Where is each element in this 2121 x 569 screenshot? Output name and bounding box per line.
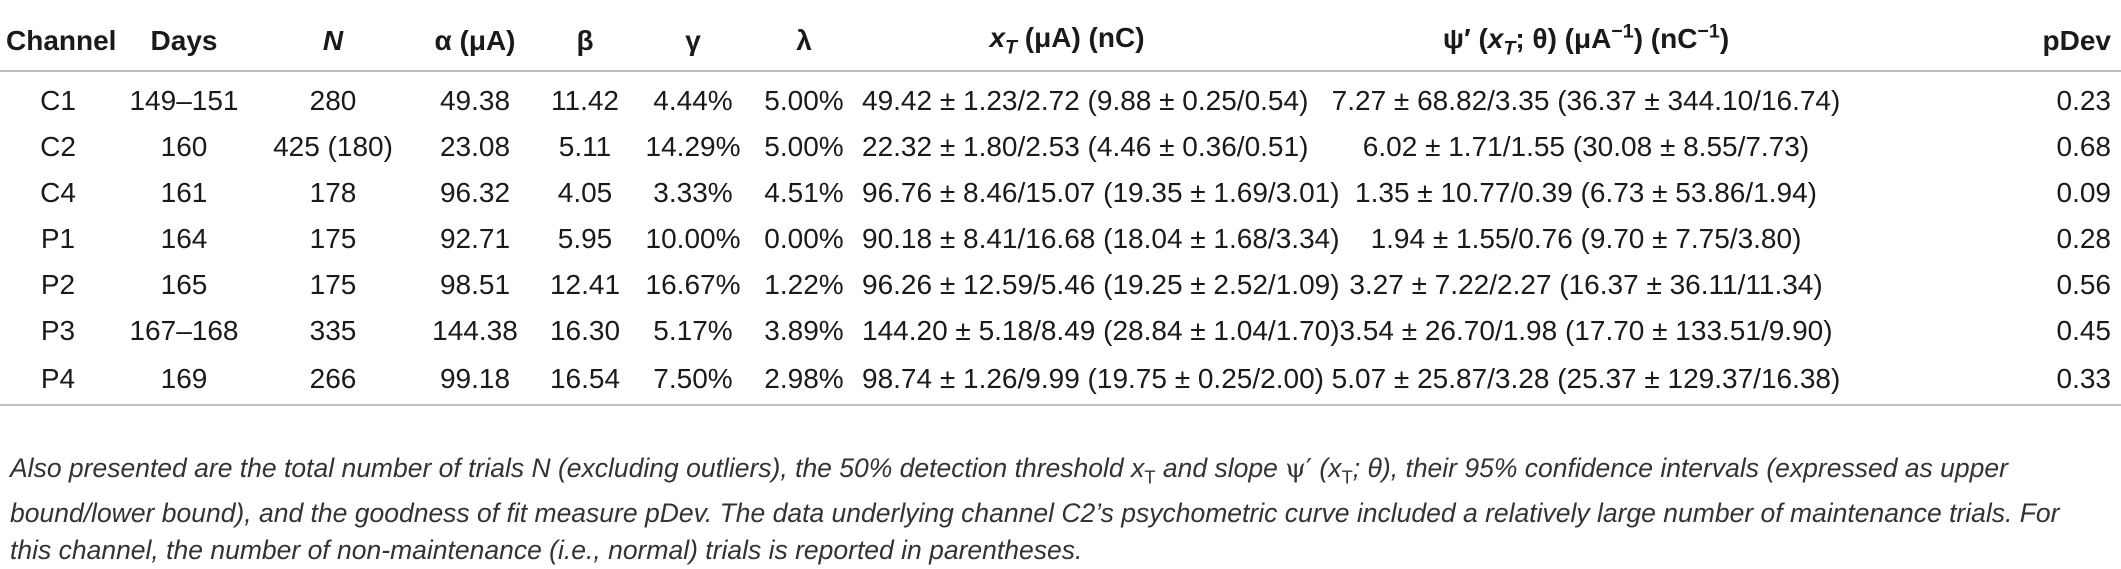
cell-days: 161 [160, 177, 208, 208]
cell-psi: 1.35 ± 10.77/0.39 (6.73 ± 53.86/1.94) [1355, 177, 1817, 208]
header-lambda: λ [752, 12, 856, 72]
cell-xt: 49.42 ± 1.23/2.72 (9.88 ± 0.25/0.54) [862, 85, 1309, 116]
cell-xt: 90.18 ± 8.41/16.68 (18.04 ± 1.68/3.34) [862, 223, 1340, 254]
cell-channel: C2 [40, 131, 76, 162]
header-gamma: γ [634, 12, 752, 72]
cell-alpha: 92.71 [439, 223, 511, 254]
cell-channel: P1 [40, 223, 76, 254]
header-days: Days [116, 12, 252, 72]
cell-gamma: 5.17% [653, 315, 733, 346]
cell-pdev: 0.45 [2056, 315, 2112, 346]
cell-psi: 3.54 ± 26.70/1.98 (17.70 ± 133.51/9.90) [1339, 315, 1833, 346]
header-pdev: pDev [1894, 12, 2121, 72]
cell-pdev: 0.23 [2056, 85, 2112, 116]
cell-lambda: 1.22% [764, 269, 844, 300]
caption-xt-symbol: xT [1130, 453, 1156, 488]
cell-beta: 5.11 [558, 131, 612, 162]
cell-alpha: 49.38 [439, 85, 511, 116]
cell-beta: 5.95 [557, 223, 613, 254]
cell-channel: P3 [40, 315, 76, 346]
cell-days: 160 [160, 131, 208, 162]
cell-pdev: 0.28 [2056, 223, 2112, 254]
cell-psi: 5.07 ± 25.87/3.28 (25.37 ± 129.37/16.38) [1278, 354, 1894, 406]
cell-alpha: 98.51 [439, 269, 511, 300]
cell-xt: 98.74 ± 1.26/9.99 (19.75 ± 0.25/2.00) [856, 354, 1324, 406]
results-table: Channel Days N α (μA) β γ λ xT (μA) (nC)… [0, 12, 2121, 406]
table-row: C1 149–151 280 49.38 11.42 4.44% 5.00% 49.42 ± … [0, 71, 2121, 124]
cell-lambda: 4.51% [764, 177, 844, 208]
cell-channel: C1 [40, 85, 76, 116]
table-body: C1 149–151 280 49.38 11.42 4.44% 5.00% 49.42 ± … [0, 71, 2121, 406]
cell-n: 335 [309, 315, 357, 346]
cell-n: 175 [309, 269, 357, 300]
header-beta: β [536, 12, 634, 72]
table-row: P2 165 175 98.51 12.41 16.67% 1.22% 96.26 ± 12.… [0, 262, 2121, 308]
cell-gamma: 4.44% [653, 85, 733, 116]
header-slope: ψ′ (xT; θ) (μA−1) (nC−1) [1278, 12, 1894, 72]
table-row: P1 164 175 92.71 5.95 10.00% 0.00% 90.18 ± 8.41… [0, 216, 2121, 262]
header-threshold: xT (μA) (nC) [856, 12, 1278, 72]
cell-days: 164 [160, 223, 208, 254]
cell-pdev: 0.33 [1894, 354, 2121, 406]
cell-n: 175 [309, 223, 357, 254]
header-alpha: α (μA) [414, 12, 536, 72]
cell-channel: P4 [0, 354, 116, 406]
cell-gamma: 7.50% [634, 354, 752, 406]
cell-lambda: 3.89% [764, 315, 844, 346]
cell-n: 280 [309, 85, 357, 116]
cell-beta: 16.30 [549, 315, 621, 346]
cell-gamma: 14.29% [645, 131, 741, 162]
caption-psi-symbol: ψ′ [1285, 453, 1313, 484]
cell-n: 178 [309, 177, 357, 208]
cell-pdev: 0.56 [2056, 269, 2112, 300]
cell-xt: 96.26 ± 12.59/5.46 (19.25 ± 2.52/1.09) [862, 269, 1340, 300]
cell-alpha: 96.32 [439, 177, 511, 208]
cell-pdev: 0.68 [2056, 131, 2112, 162]
table-row: C4 161 178 96.32 4.05 3.33% 4.51% 96.76 ± 8.46/… [0, 170, 2121, 216]
cell-xt: 96.76 ± 8.46/15.07 (19.35 ± 1.69/3.01) [862, 177, 1340, 208]
header-row: Channel Days N α (μA) β γ λ xT (μA) (nC)… [0, 12, 2121, 72]
cell-xt: 144.20 ± 5.18/8.49 (28.84 ± 1.04/1.70) [862, 315, 1340, 346]
header-n: N [252, 12, 414, 72]
cell-channel: P2 [40, 269, 76, 300]
cell-alpha: 99.18 [414, 354, 536, 406]
cell-psi: 7.27 ± 68.82/3.35 (36.37 ± 344.10/16.74) [1331, 85, 1841, 116]
cell-psi: 6.02 ± 1.71/1.55 (30.08 ± 8.55/7.73) [1362, 131, 1810, 162]
cell-lambda: 5.00% [764, 131, 844, 162]
cell-beta: 11.42 [551, 85, 619, 116]
caption-text-3: , their 95% confidence intervals (expres… [10, 453, 2060, 566]
cell-beta: 12.41 [549, 269, 621, 300]
table-row: C2 160 425 (180) 23.08 5.11 14.29% 5.00% 22.32 … [0, 124, 2121, 170]
caption-text-1: Also presented are the total number of t… [10, 453, 1131, 483]
cell-xt: 22.32 ± 1.80/2.53 (4.46 ± 0.36/0.51) [862, 131, 1309, 162]
cell-days: 165 [160, 269, 208, 300]
cell-channel: C4 [40, 177, 76, 208]
cell-pdev: 0.09 [2056, 177, 2112, 208]
caption-text-2: and slope [1155, 453, 1286, 483]
cell-days: 167–168 [129, 315, 239, 346]
cell-lambda: 0.00% [764, 223, 844, 254]
cell-psi: 3.27 ± 7.22/2.27 (16.37 ± 36.11/11.34) [1349, 269, 1823, 300]
cell-psi: 1.94 ± 1.55/0.76 (9.70 ± 7.75/3.80) [1370, 223, 1802, 254]
cell-days: 149–151 [129, 85, 239, 116]
caption-psi-args: (xT; θ) [1312, 453, 1391, 488]
header-channel: Channel [0, 12, 116, 72]
cell-alpha: 144.38 [432, 315, 518, 346]
cell-days: 169 [116, 354, 252, 406]
cell-gamma: 3.33% [653, 177, 733, 208]
cell-gamma: 16.67% [645, 269, 741, 300]
cell-beta: 4.05 [557, 177, 613, 208]
table-caption: Also presented are the total number of t… [10, 450, 2105, 569]
cell-lambda: 5.00% [764, 85, 844, 116]
table-row: P3 167–168 335 144.38 16.30 5.17% 3.89% 144.20 … [0, 308, 2121, 354]
cell-alpha: 23.08 [439, 131, 511, 162]
cell-beta: 16.54 [536, 354, 634, 406]
table-row: P4 169 266 99.18 16.54 7.50% 2.98% 98.74 ± 1.26… [0, 354, 2121, 406]
cell-n: 266 [252, 354, 414, 406]
cell-n: 425 (180) [273, 131, 393, 162]
cell-gamma: 10.00% [645, 223, 741, 254]
cell-lambda: 2.98% [752, 354, 856, 406]
